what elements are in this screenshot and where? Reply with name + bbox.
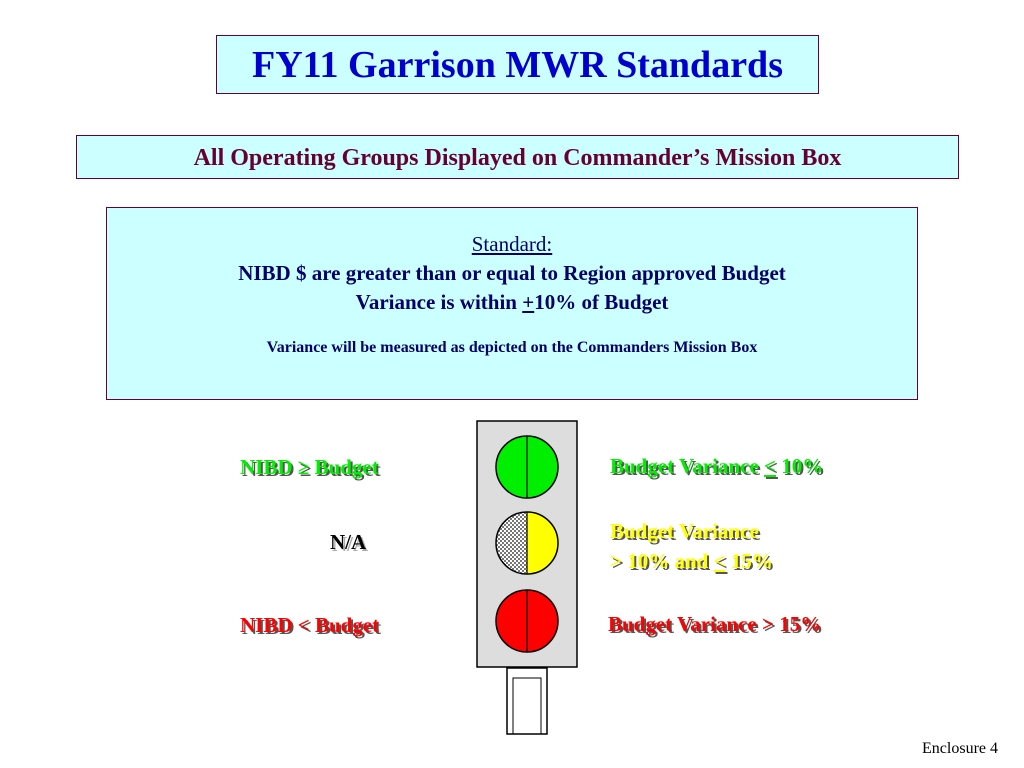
variance-green-prefix: Budget Variance — [610, 454, 765, 478]
label-variance-red: Budget Variance > 15% — [608, 612, 822, 636]
traffic-light-pole — [506, 667, 548, 735]
title-box: FY11 Garrison MWR Standards — [216, 35, 819, 94]
standard-note: Variance will be measured as depicted on… — [266, 339, 758, 356]
variance-yellow-symbol: < — [713, 549, 726, 573]
footer-enclosure: Enclosure 4 — [922, 740, 998, 757]
traffic-light-icon — [476, 420, 578, 735]
standard-line-1: NIBD $ are greater than or equal to Regi… — [238, 261, 786, 285]
label-variance-yellow: Budget Variance > 10% and < 15% — [610, 516, 773, 576]
standard-line-2-suffix: 10% of Budget — [534, 290, 669, 314]
label-variance-green: Budget Variance < 10% — [610, 454, 823, 479]
variance-green-symbol: < — [764, 454, 776, 478]
plus-minus-symbol: + — [522, 290, 535, 314]
standard-line-2-prefix: Variance is within — [355, 290, 523, 314]
standard-heading: Standard: — [471, 232, 553, 256]
subtitle-box: All Operating Groups Displayed on Comman… — [76, 135, 959, 179]
page-subtitle: All Operating Groups Displayed on Comman… — [193, 145, 842, 171]
variance-yellow-line-2: > 10% and < 15% — [610, 546, 773, 576]
variance-yellow-line-1: Budget Variance — [610, 519, 759, 543]
label-na: N/A — [330, 530, 367, 554]
page-title: FY11 Garrison MWR Standards — [252, 44, 783, 86]
label-nibd-ge-budget: NIBD ≥ Budget — [240, 455, 379, 479]
standard-box: Standard: NIBD $ are greater than or equ… — [106, 207, 918, 400]
variance-green-suffix: 10% — [775, 454, 824, 478]
variance-yellow-suffix: 15% — [725, 549, 773, 573]
label-nibd-lt-budget: NIBD < Budget — [240, 613, 380, 637]
standard-line-2: Variance is within +10% of Budget — [107, 288, 917, 317]
variance-yellow-prefix: > 10% and — [610, 549, 714, 573]
